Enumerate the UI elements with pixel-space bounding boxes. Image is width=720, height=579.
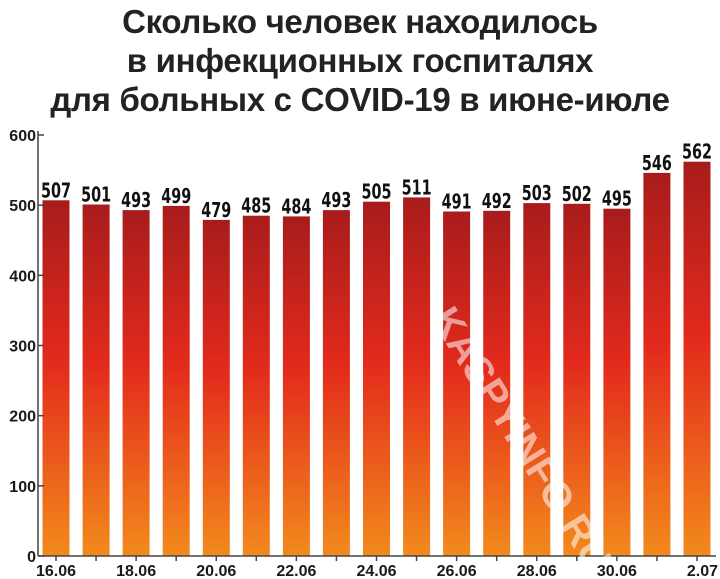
- bar-24.06: [363, 201, 390, 556]
- bar-1.07: [643, 172, 671, 556]
- bars-group: [42, 161, 711, 557]
- y-tick-label-100: 100: [9, 479, 36, 496]
- bar-17.06: [82, 204, 110, 556]
- data-label-27.06: 492: [482, 189, 512, 213]
- bar-20.06: [202, 219, 230, 556]
- x-tick-label-28.06: 28.06: [517, 563, 557, 579]
- y-tick-label-0: 0: [27, 549, 36, 566]
- bar-25.06: [403, 197, 431, 556]
- data-label-19.06: 499: [161, 184, 191, 208]
- data-label-24.06: 505: [362, 180, 392, 204]
- chart-title: Сколько человек находилось в инфекционны…: [0, 2, 720, 119]
- data-label-16.06: 507: [41, 178, 71, 202]
- x-tick-label-2.07: 2.07: [687, 563, 718, 579]
- data-label-18.06: 493: [121, 188, 151, 212]
- data-label-25.06: 511: [402, 175, 432, 199]
- bar-28.06: [523, 203, 551, 556]
- bar-23.06: [322, 210, 350, 556]
- x-tick-label-20.06: 20.06: [196, 563, 236, 579]
- data-label-20.06: 479: [201, 198, 231, 222]
- y-tick-label-400: 400: [9, 268, 36, 285]
- bar-2.07: [683, 161, 711, 556]
- data-label-26.06: 491: [442, 190, 472, 214]
- bar-27.06: [483, 210, 511, 557]
- bar-22.06: [282, 216, 310, 556]
- x-tick-label-18.06: 18.06: [116, 563, 156, 579]
- data-label-23.06: 493: [321, 188, 351, 212]
- x-tick-label-24.06: 24.06: [356, 563, 396, 579]
- data-label-1.07: 546: [642, 151, 672, 175]
- data-label-30.06: 495: [602, 187, 632, 211]
- data-label-29.06: 502: [562, 182, 592, 206]
- y-tick-label-200: 200: [9, 409, 36, 426]
- data-label-2.07: 562: [682, 140, 712, 164]
- axes-group: 0 100 200 300 400 500 600 16.06 18.06 20.06 22.06 2…: [9, 128, 718, 579]
- y-tick-label-600: 600: [9, 128, 36, 145]
- bar-19.06: [162, 205, 190, 556]
- bar-21.06: [242, 215, 270, 556]
- data-label-21.06: 485: [241, 194, 271, 218]
- y-tick-label-500: 500: [9, 198, 36, 215]
- x-tick-label-26.06: 26.06: [437, 563, 477, 579]
- x-tick-label-30.06: 30.06: [597, 563, 637, 579]
- bar-16.06: [42, 200, 70, 557]
- data-labels-group: 507 501 493 499 479 485 484 493 505 511 491 492 503 5…: [41, 140, 712, 222]
- data-label-17.06: 501: [81, 183, 111, 207]
- title-line-2: в инфекционных госпиталях: [126, 42, 594, 79]
- bar-26.06: [443, 211, 471, 556]
- title-line-1: Сколько человек находилось: [122, 3, 598, 40]
- bar-30.06: [603, 208, 631, 556]
- x-tick-label-16.06: 16.06: [36, 563, 76, 579]
- bar-29.06: [563, 203, 591, 557]
- bar-18.06: [122, 210, 150, 556]
- x-tick-label-22.06: 22.06: [276, 563, 316, 579]
- y-tick-label-300: 300: [9, 339, 36, 356]
- data-label-28.06: 503: [522, 181, 552, 205]
- data-label-22.06: 484: [281, 194, 311, 218]
- title-line-3: для больных с COVID-19 в июне-июле: [50, 81, 670, 118]
